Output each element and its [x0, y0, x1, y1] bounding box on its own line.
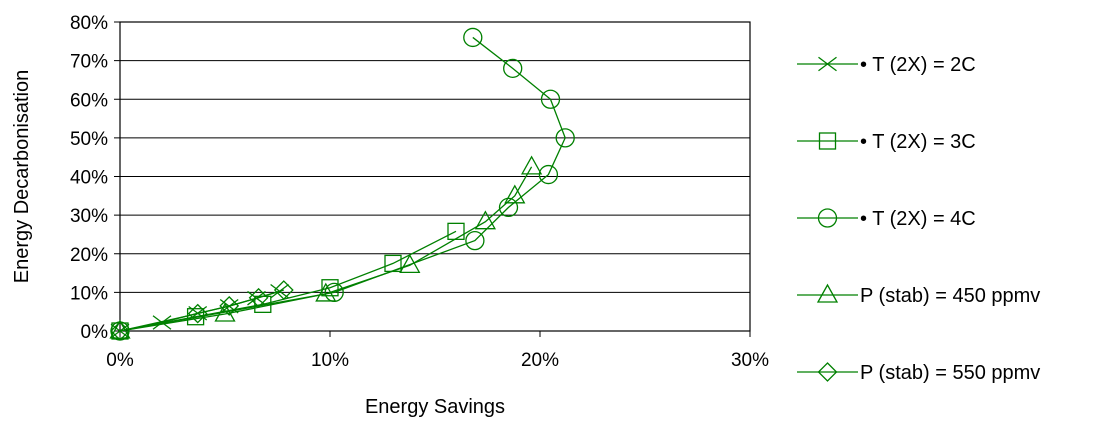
x-tick-label: 20%: [521, 350, 559, 371]
y-tick-label: 80%: [70, 13, 108, 34]
legend-label: P (stab) = 550 ppmv: [860, 362, 1040, 384]
data-point-triangle: [399, 254, 421, 273]
data-point-diamond: [219, 295, 240, 316]
legend: • T (2X) = 2C • T (2X) = 3C • T (2X) = 4C P…: [797, 54, 1040, 384]
legend-entry: P (stab) = 450 ppmv: [797, 283, 1040, 307]
y-tick-label: 10%: [70, 283, 108, 304]
x-tick-label: 30%: [731, 350, 769, 371]
y-axis-ticks: 0% 10% 20% 30% 40% 50% 60% 70% 80%: [70, 13, 120, 343]
legend-label: P (stab) = 450 ppmv: [860, 285, 1040, 307]
legend-label: • T (2X) = 3C: [860, 131, 976, 153]
data-point-triangle: [315, 282, 337, 302]
legend-marker-x: [818, 56, 837, 72]
series-layer: [109, 27, 575, 341]
legend-marker-circle: [817, 208, 838, 228]
data-point-square: [111, 322, 129, 340]
data-point-diamond: [110, 321, 130, 341]
data-point-diamond: [248, 287, 269, 308]
legend-entry: • T (2X) = 3C: [797, 131, 976, 153]
legend-label: • T (2X) = 4C: [860, 208, 976, 230]
x-axis-ticks: 0% 10% 20% 30%: [106, 331, 769, 371]
series-line: [119, 36, 566, 332]
x-tick-label: 0%: [106, 350, 134, 371]
data-point-triangle: [474, 210, 497, 230]
y-tick-label: 40%: [70, 168, 108, 189]
data-point-circle: [555, 128, 575, 148]
y-tick-label: 50%: [70, 129, 108, 150]
series-3: [110, 27, 575, 341]
data-point-diamond: [273, 280, 294, 300]
legend-entry: • T (2X) = 2C: [797, 54, 976, 76]
series-line: [119, 166, 533, 332]
series-line: [119, 289, 284, 332]
data-point-square: [321, 279, 339, 297]
data-point-triangle: [214, 302, 236, 322]
x-axis-title: Energy Savings: [365, 396, 505, 418]
y-tick-label: 30%: [70, 206, 108, 227]
y-tick-label: 60%: [70, 90, 108, 111]
legend-entry: • T (2X) = 4C: [797, 208, 976, 230]
legend-marker-square: [818, 132, 837, 150]
y-tick-label: 20%: [70, 245, 108, 266]
data-point-circle: [538, 164, 559, 185]
x-tick-label: 10%: [311, 350, 349, 371]
series-5: [110, 280, 294, 341]
data-point-diamond: [187, 303, 208, 324]
legend-entry: P (stab) = 550 ppmv: [797, 362, 1040, 384]
data-point-circle: [503, 58, 523, 78]
data-point-circle: [465, 230, 485, 251]
data-point-triangle: [504, 184, 526, 204]
y-tick-label: 70%: [70, 52, 108, 73]
gridlines: [120, 21, 750, 332]
legend-marker-triangle: [816, 283, 839, 303]
legend-label: • T (2X) = 2C: [860, 54, 976, 76]
legend-marker-diamond: [817, 362, 838, 382]
series-4: [109, 155, 543, 339]
y-tick-label: 0%: [81, 322, 109, 343]
data-point-triangle: [520, 155, 543, 175]
data-point-circle: [540, 89, 561, 109]
data-point-circle: [463, 27, 483, 48]
y-axis-title: Energy Decarbonisation: [11, 70, 33, 283]
